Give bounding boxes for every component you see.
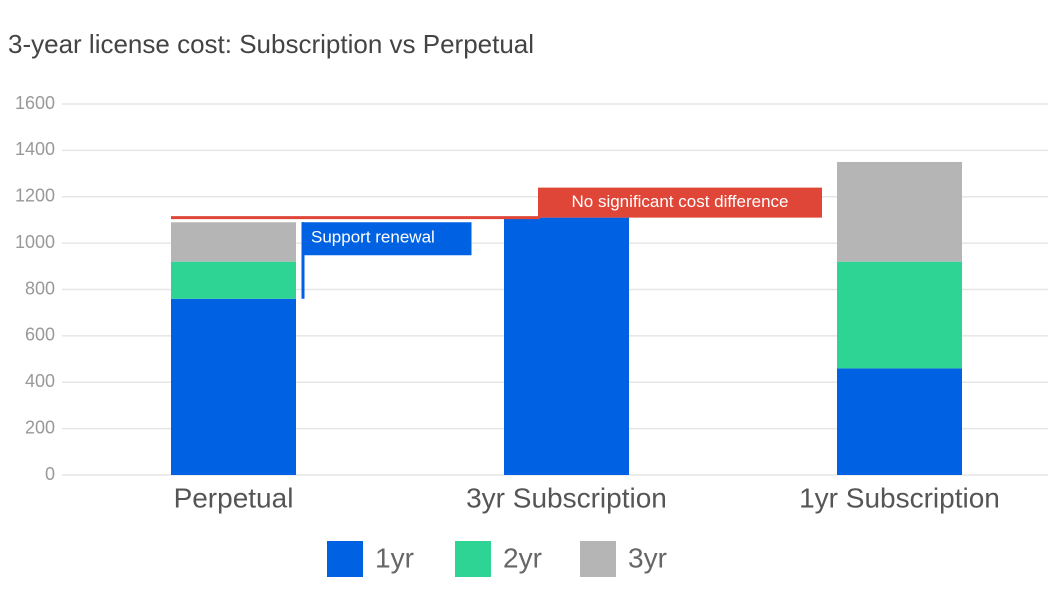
bar-segment (837, 368, 962, 475)
y-tick-label: 0 (45, 464, 55, 484)
y-tick-label: 200 (25, 417, 55, 437)
annotation-text: Support renewal (311, 228, 435, 247)
legend-label: 3yr (628, 542, 667, 573)
bar-segment (837, 161, 962, 262)
x-tick-label: 1yr Subscription (799, 482, 1000, 513)
y-tick-label: 400 (25, 371, 55, 391)
annotation-text: No significant cost difference (571, 192, 788, 211)
bar-segment (504, 217, 629, 475)
y-tick-label: 1600 (15, 93, 55, 113)
bar-segment (171, 261, 296, 299)
legend-swatch (455, 541, 491, 577)
x-tick-label: Perpetual (174, 482, 294, 513)
bar-segment (171, 298, 296, 475)
bar-segment (837, 261, 962, 369)
legend-swatch (327, 541, 363, 577)
y-tick-label: 1400 (15, 139, 55, 159)
legend-label: 1yr (375, 542, 414, 573)
y-tick-label: 600 (25, 325, 55, 345)
y-tick-label: 1000 (15, 232, 55, 252)
annotation-box (301, 222, 472, 256)
legend-swatch (580, 541, 616, 577)
x-tick-label: 3yr Subscription (466, 482, 667, 513)
y-tick-label: 1200 (15, 186, 55, 206)
chart-title: 3-year license cost: Subscription vs Per… (8, 29, 534, 59)
annotation-box (538, 187, 822, 218)
bar-segment (171, 222, 296, 262)
legend-label: 2yr (503, 542, 542, 573)
y-tick-label: 800 (25, 278, 55, 298)
